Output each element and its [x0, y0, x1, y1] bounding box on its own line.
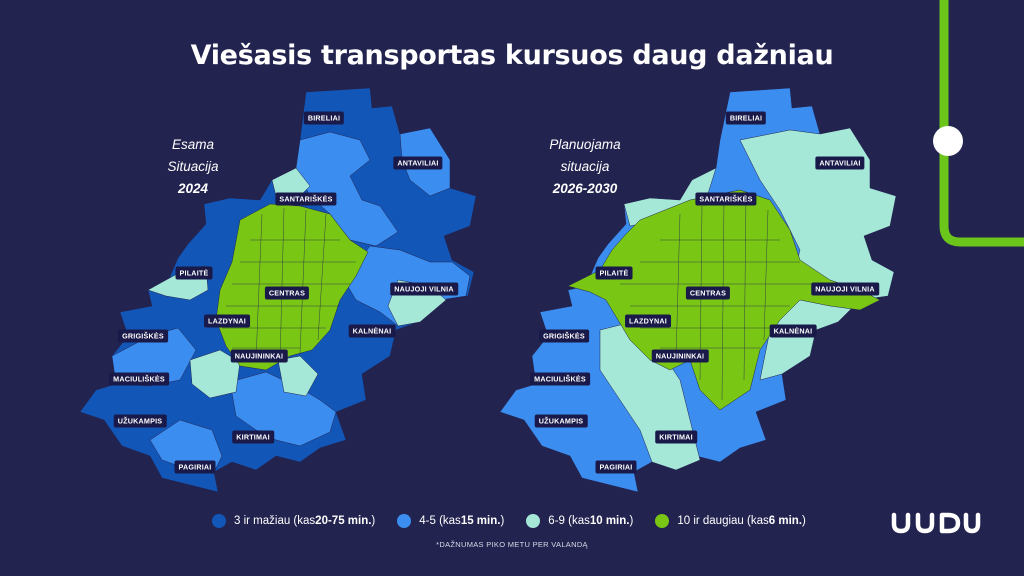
legend-swatch-very-low [212, 514, 226, 528]
label-kirtimai: KIRTIMAI [655, 430, 697, 444]
legend-end: ) [500, 515, 505, 527]
legend-bold: 15 min. [460, 515, 501, 527]
label-pilaite: PILAITĖ [595, 266, 633, 280]
caption-2030-line2: situacija [560, 159, 610, 174]
footnote: *DAŽNUMAS PIKO METU PER VALANDĄ [436, 540, 588, 549]
legend-end: ) [629, 515, 634, 527]
label-bireliai: BIRELIAI [725, 111, 767, 125]
label-grigiskes: GRIGIŠKĖS [539, 329, 589, 343]
label-uzukampis: UŽUKAMPIS [534, 414, 588, 428]
label-lazdynai: LAZDYNAI [204, 314, 250, 328]
caption-2030-line1: Planuojama [549, 137, 621, 152]
label-uzukampis: UŽUKAMPIS [113, 414, 167, 428]
legend-text: 3 ir mažiau (kas [234, 515, 316, 527]
label-lazdynai: LAZDYNAI [625, 314, 671, 328]
legend-text: 6-9 (kas [548, 515, 590, 527]
page-title: Viešasis transportas kursuos daug dažnia… [190, 40, 834, 71]
legend-text: 4-5 (kas [419, 515, 461, 527]
legend-end: ) [801, 515, 806, 527]
caption-2024-line1: Esama [171, 137, 215, 152]
map-2030-region-high [567, 189, 881, 411]
judu-logo [891, 512, 981, 534]
label-naujoji-vilnia: NAUJOJI VILNIA [811, 282, 879, 296]
label-maciuliskes: MACIULIŠKĖS [530, 372, 590, 386]
label-maciuliskes: MACIULIŠKĖS [109, 372, 169, 386]
legend-bold: 6 min. [768, 515, 802, 527]
legend: 3 ir mažiau (kas 20-75 min.) 4-5 (kas 15… [212, 514, 828, 528]
legend-swatch-low [397, 514, 412, 528]
label-centras: CENTRAS [685, 286, 731, 300]
caption-2030-year: 2026-2030 [552, 181, 618, 196]
legend-item-high: 10 ir daugiau (kas 6 min.) [655, 514, 806, 528]
label-pilaite: PILAITĖ [175, 266, 213, 280]
label-kirtimai: KIRTIMAI [232, 430, 274, 444]
label-centras: CENTRAS [264, 286, 310, 300]
label-grigiskes: GRIGIŠKĖS [118, 329, 168, 343]
map-2024-region-low-sw [149, 419, 223, 473]
legend-bold: 20-75 min. [315, 515, 372, 527]
label-pagiriai: PAGIRIAI [595, 460, 637, 474]
label-naujininkai: NAUJININKAI [230, 349, 288, 363]
legend-item-mid: 6-9 (kas 10 min.) [526, 514, 633, 528]
map-2024-region-mid-center [277, 355, 319, 397]
legend-bold: 10 min. [589, 515, 630, 527]
legend-text: 10 ir daugiau (kas [677, 515, 769, 527]
label-santariskes: SANTARIŠKĖS [275, 192, 337, 206]
legend-swatch-mid [526, 514, 541, 528]
label-antaviliai: ANTAVILIAI [815, 156, 865, 170]
label-naujoji-vilnia: NAUJOJI VILNIA [390, 282, 458, 296]
label-santariskes: SANTARIŠKĖS [695, 192, 757, 206]
label-kalnenai: KALNĖNAI [348, 324, 396, 338]
caption-2024: Esama Situacija 2024 [128, 134, 258, 200]
caption-2030: Planuojama situacija 2026-2030 [520, 134, 650, 200]
label-antaviliai: ANTAVILIAI [393, 156, 443, 170]
label-bireliai: BIRELIAI [303, 111, 345, 125]
map-2024-grid [222, 207, 356, 363]
legend-swatch-high [655, 514, 670, 528]
map-2024-region-mid-south [189, 349, 241, 399]
label-kalnenai: KALNĖNAI [769, 324, 817, 338]
label-pagiriai: PAGIRIAI [174, 460, 216, 474]
legend-item-very-low: 3 ir mažiau (kas 20-75 min.) [212, 514, 375, 528]
legend-item-low: 4-5 (kas 15 min.) [397, 514, 504, 528]
caption-2024-year: 2024 [177, 181, 209, 196]
label-naujininkai: NAUJININKAI [651, 349, 709, 363]
caption-2024-line2: Situacija [167, 159, 219, 174]
legend-end: ) [371, 515, 376, 527]
